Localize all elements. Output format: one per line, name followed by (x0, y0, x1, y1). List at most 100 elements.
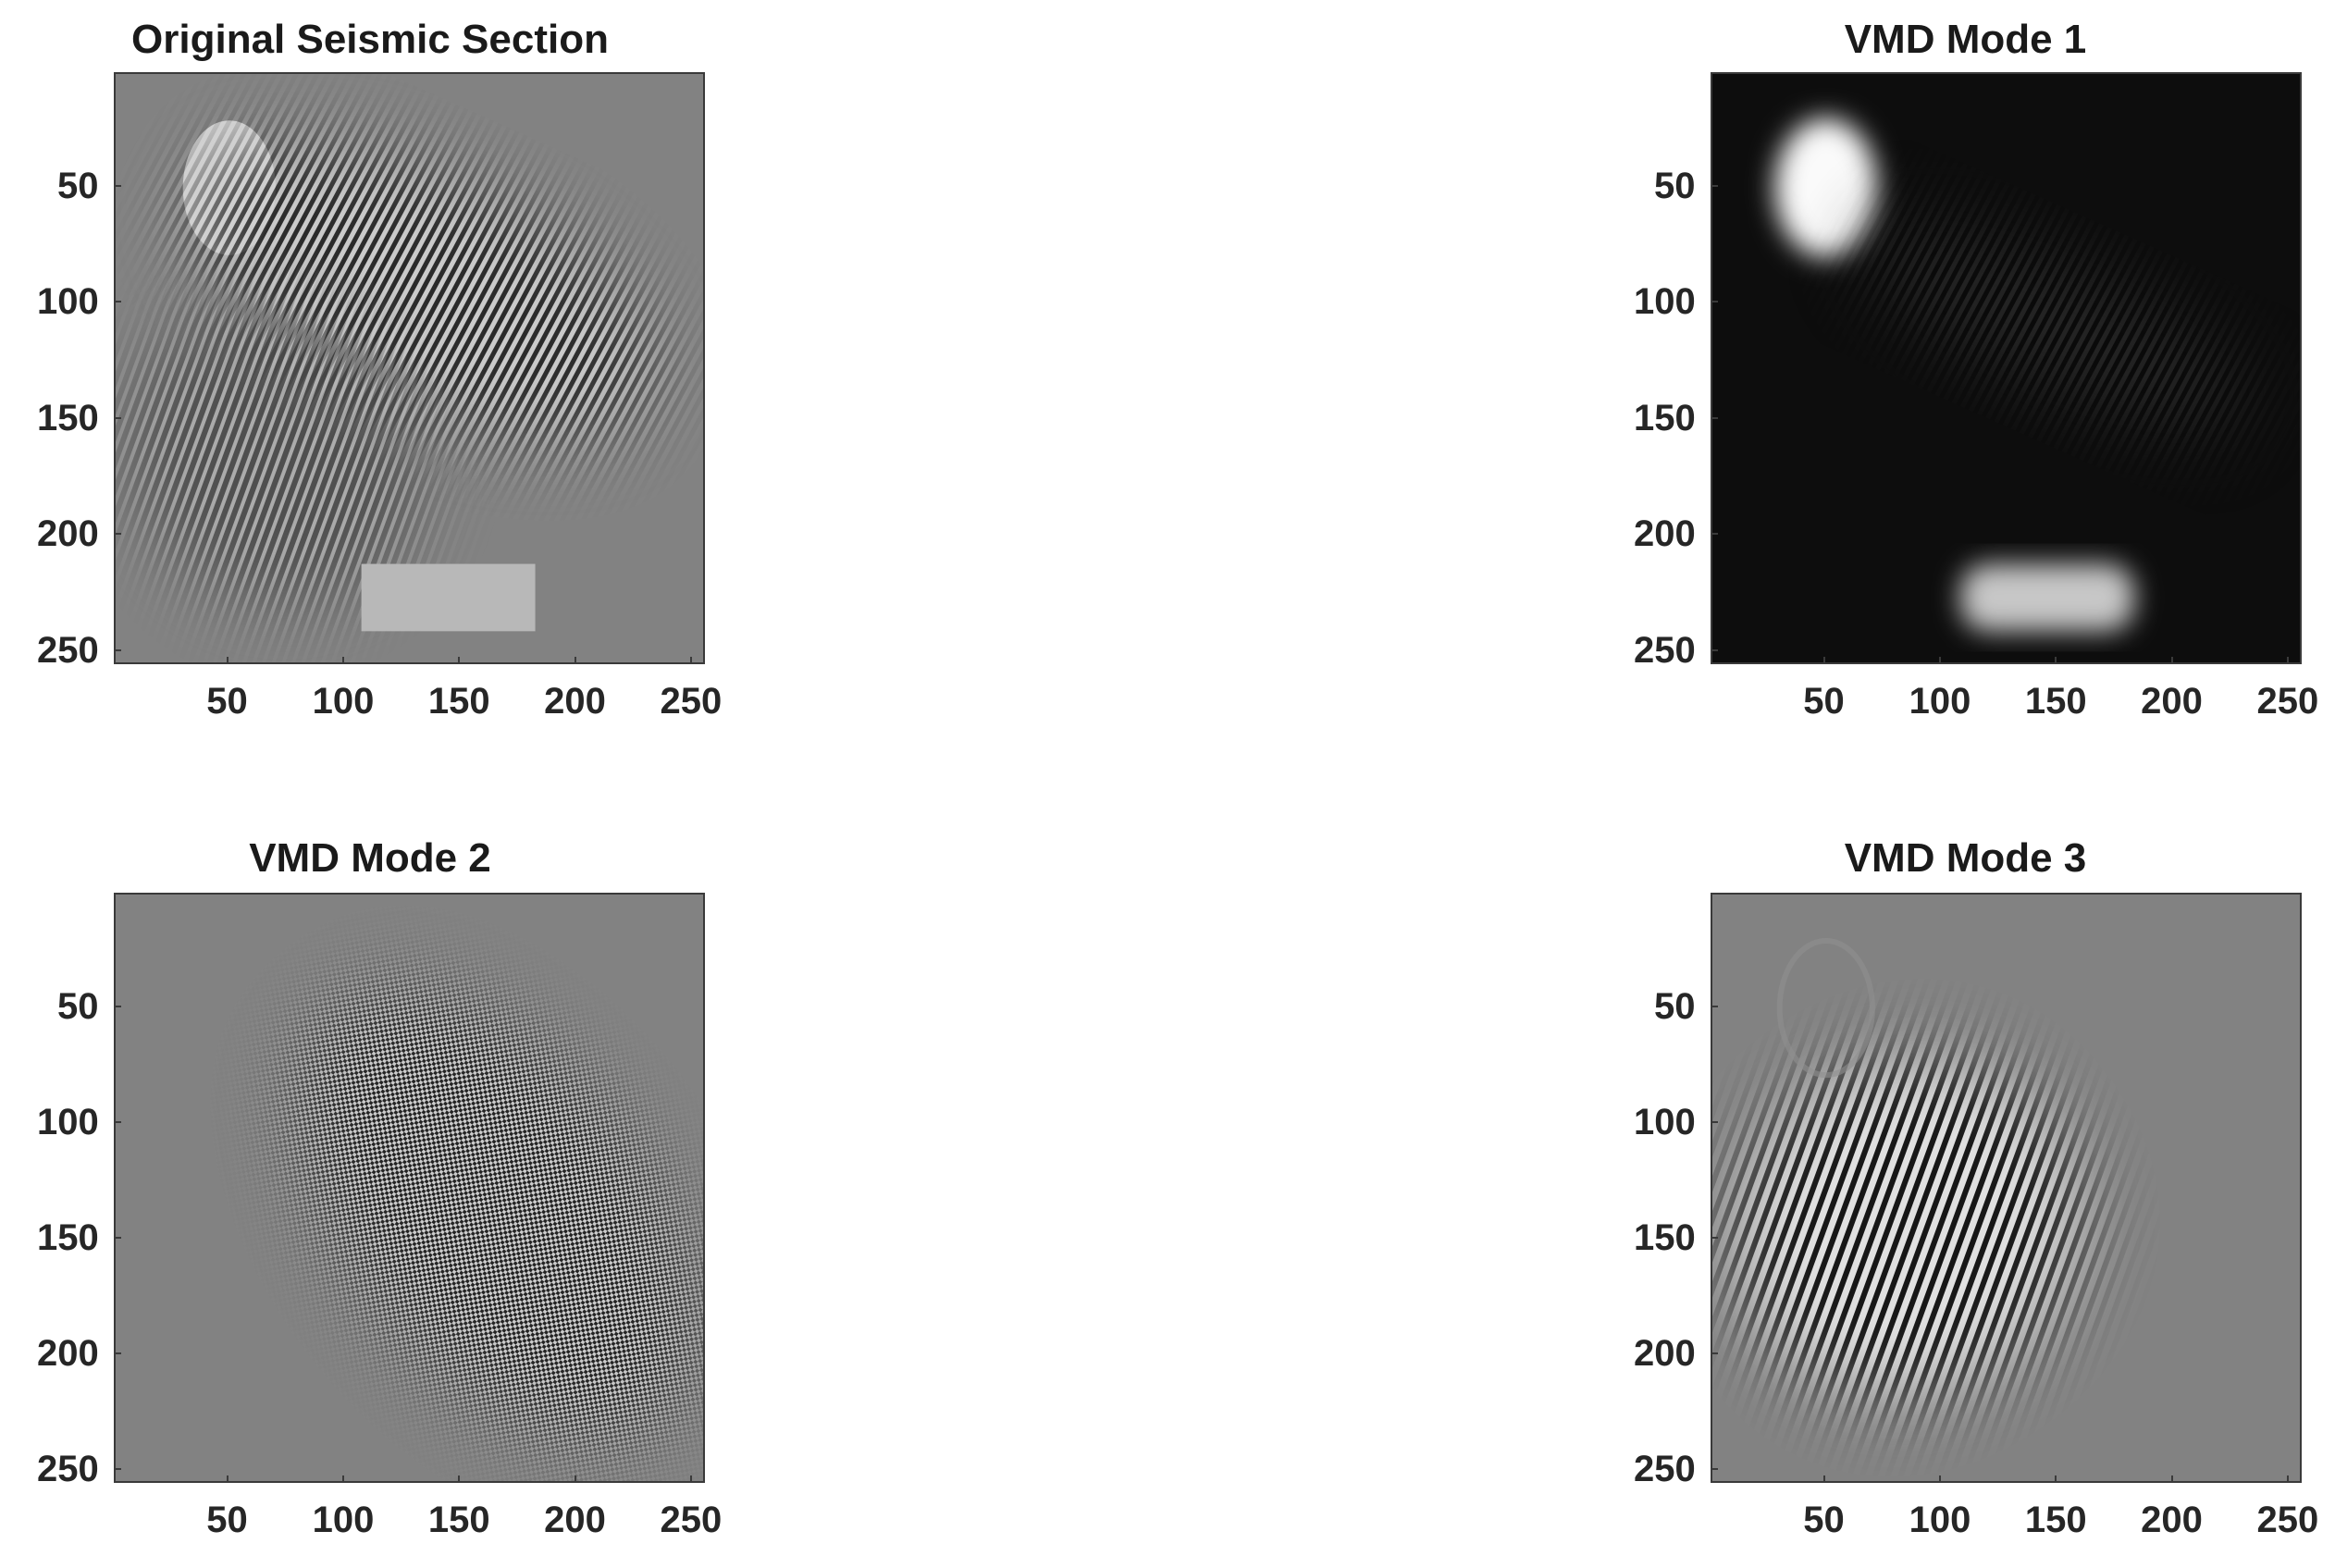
y-tick-mark (114, 648, 121, 651)
x-tick-label: 250 (660, 681, 723, 722)
x-tick-label: 50 (206, 1500, 248, 1540)
x-tick-mark (458, 657, 461, 664)
x-tick-mark (342, 1475, 345, 1483)
plot-area (1711, 72, 2302, 664)
y-tick-label: 50 (1654, 985, 1696, 1027)
y-tick-label: 150 (1634, 1216, 1696, 1258)
y-tick-label: 200 (1634, 513, 1696, 555)
x-tick-mark (458, 1475, 461, 1483)
x-tick-label: 100 (1909, 681, 1971, 722)
plot-area (114, 893, 705, 1483)
y-tick-mark (1711, 301, 1718, 303)
panel-original-seismic-section: Original Seismic Section 50 100 150 200 250 5… (0, 0, 740, 786)
panel-vmd-mode-1: VMD Mode 1 50 100 150 200 250 50 100 150 200 250 (1596, 0, 2335, 786)
x-tick-label: 200 (2141, 1500, 2203, 1540)
plot-title: VMD Mode 2 (249, 835, 491, 881)
y-tick-mark (1711, 1467, 1718, 1470)
y-tick-mark (114, 533, 121, 536)
plot-title: VMD Mode 1 (1844, 17, 2087, 62)
y-tick-label: 50 (1654, 165, 1696, 206)
x-tick-label: 100 (1909, 1500, 1971, 1540)
y-tick-label: 250 (37, 1448, 99, 1489)
y-tick-label: 250 (37, 629, 99, 671)
x-tick-label: 250 (2256, 1500, 2319, 1540)
y-tick-label: 100 (37, 1101, 99, 1142)
wave-texture (116, 895, 703, 1481)
x-tick-mark (2286, 1475, 2289, 1483)
wave-texture (1712, 895, 2300, 1481)
x-tick-label: 250 (660, 1500, 723, 1540)
x-tick-mark (689, 1475, 692, 1483)
y-tick-label: 250 (1634, 1448, 1696, 1489)
heatmap-image (116, 74, 703, 662)
y-tick-mark (114, 1236, 121, 1239)
y-tick-mark (1711, 1005, 1718, 1007)
y-tick-mark (114, 1120, 121, 1123)
x-tick-label: 100 (312, 681, 375, 722)
x-tick-label: 50 (1803, 1500, 1845, 1540)
x-tick-label: 100 (312, 1500, 375, 1540)
y-tick-mark (1711, 1120, 1718, 1123)
y-tick-label: 50 (57, 985, 99, 1027)
y-tick-mark (1711, 648, 1718, 651)
y-tick-label: 200 (37, 1332, 99, 1374)
y-tick-mark (114, 1467, 121, 1470)
x-tick-label: 200 (544, 681, 606, 722)
x-tick-mark (1939, 657, 1942, 664)
y-tick-label: 200 (37, 513, 99, 555)
faint-ellipse (1776, 938, 1875, 1079)
residual-texture (1712, 74, 2300, 662)
x-tick-mark (226, 657, 229, 664)
plot-area (114, 72, 705, 664)
y-tick-label: 200 (1634, 1332, 1696, 1374)
x-tick-mark (2170, 657, 2173, 664)
y-tick-mark (1711, 1352, 1718, 1354)
x-tick-mark (2055, 1475, 2057, 1483)
heatmap-image (1712, 74, 2300, 662)
x-tick-label: 150 (427, 681, 490, 722)
x-tick-mark (574, 1475, 576, 1483)
y-tick-mark (1711, 416, 1718, 419)
y-tick-label: 100 (1634, 281, 1696, 323)
panel-vmd-mode-3: VMD Mode 3 50 100 150 200 250 50 100 150 200 250 (1596, 786, 2335, 1568)
y-tick-mark (114, 416, 121, 419)
y-tick-mark (114, 1352, 121, 1354)
panel-vmd-mode-2: VMD Mode 2 50 100 150 200 250 50 100 150 200 250 (0, 786, 740, 1568)
x-tick-label: 200 (544, 1500, 606, 1540)
y-tick-mark (114, 1005, 121, 1007)
heatmap-image (1712, 895, 2300, 1481)
x-tick-label: 150 (427, 1500, 490, 1540)
y-tick-mark (1711, 1236, 1718, 1239)
y-tick-label: 150 (1634, 397, 1696, 438)
x-tick-label: 250 (2256, 681, 2319, 722)
x-tick-mark (1822, 1475, 1825, 1483)
y-tick-label: 150 (37, 397, 99, 438)
plot-area (1711, 893, 2302, 1483)
y-tick-mark (114, 301, 121, 303)
y-tick-mark (1711, 533, 1718, 536)
heatmap-image (116, 895, 703, 1481)
y-tick-label: 100 (1634, 1101, 1696, 1142)
y-tick-label: 150 (37, 1216, 99, 1258)
x-tick-mark (1822, 657, 1825, 664)
x-tick-label: 150 (2024, 1500, 2087, 1540)
x-tick-label: 200 (2141, 681, 2203, 722)
x-tick-mark (689, 657, 692, 664)
x-tick-mark (1939, 1475, 1942, 1483)
x-tick-mark (342, 657, 345, 664)
x-tick-mark (2170, 1475, 2173, 1483)
y-tick-mark (1711, 184, 1718, 187)
x-tick-label: 50 (206, 681, 248, 722)
x-tick-label: 50 (1803, 681, 1845, 722)
y-tick-mark (114, 184, 121, 187)
bright-rectangle (361, 563, 536, 632)
y-tick-label: 100 (37, 281, 99, 323)
x-tick-label: 150 (2024, 681, 2087, 722)
x-tick-mark (2286, 657, 2289, 664)
y-tick-label: 250 (1634, 629, 1696, 671)
plot-title: Original Seismic Section (131, 17, 609, 62)
y-tick-label: 50 (57, 165, 99, 206)
x-tick-mark (574, 657, 576, 664)
x-tick-mark (226, 1475, 229, 1483)
plot-title: VMD Mode 3 (1844, 835, 2087, 881)
